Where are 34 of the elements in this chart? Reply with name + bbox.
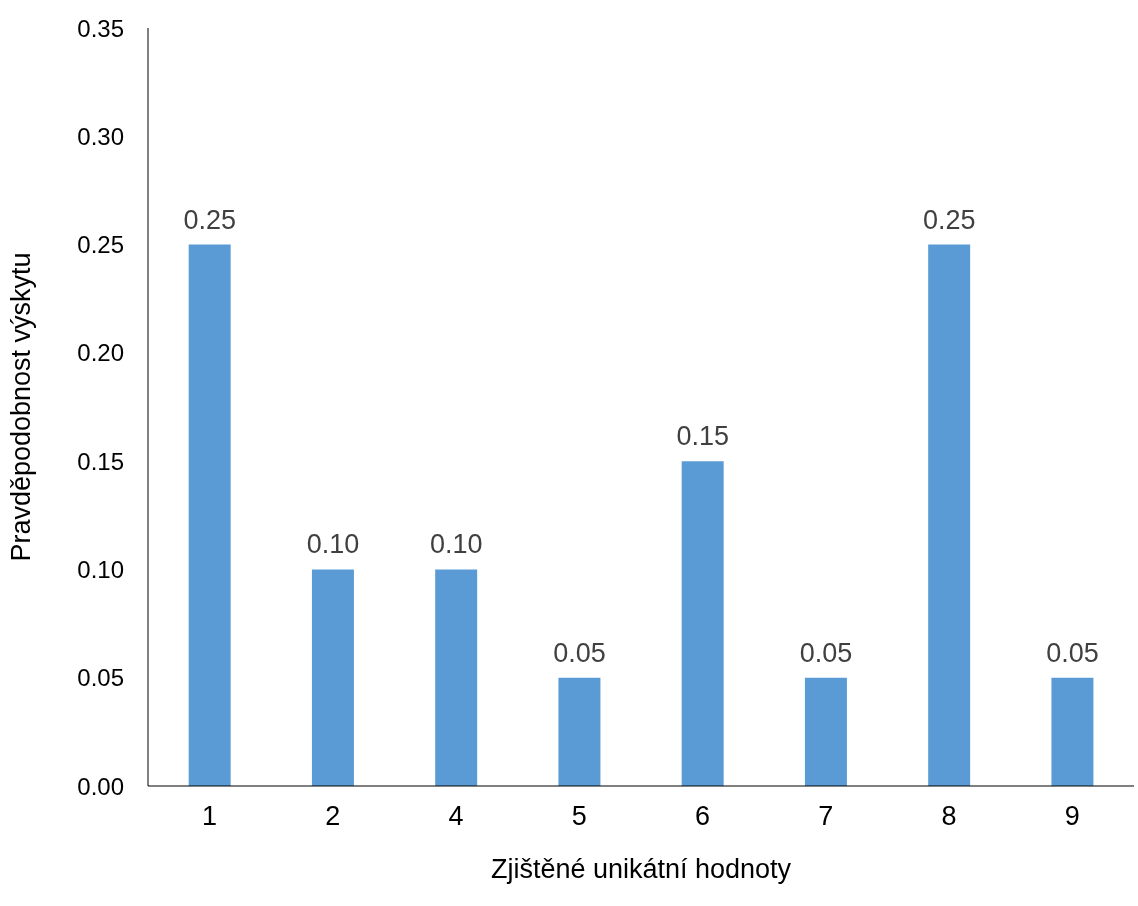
x-tick-label: 9 (1064, 801, 1080, 832)
data-label: 0.05 (1046, 637, 1099, 668)
y-tick-label: 0.35 (77, 14, 124, 42)
data-label: 0.25 (183, 204, 236, 235)
bar (188, 244, 231, 786)
y-tick-label: 0.20 (77, 339, 124, 367)
x-tick-label: 4 (448, 801, 464, 832)
bar (681, 461, 724, 786)
y-tick-label: 0.25 (77, 231, 124, 259)
data-label: 0.25 (922, 204, 976, 235)
x-tick-label: 6 (695, 801, 711, 832)
x-tick-label: 2 (325, 801, 341, 832)
bar (1051, 677, 1094, 786)
y-tick-label: 0.10 (77, 555, 124, 583)
y-axis-title: Pravděpodobnost výskytu (5, 252, 36, 562)
bar (928, 244, 971, 786)
data-label: 0.10 (429, 529, 483, 560)
y-tick-label: 0.00 (77, 772, 124, 800)
bar (804, 677, 847, 786)
x-tick-label: 7 (818, 801, 834, 832)
bar (435, 569, 478, 786)
bar (311, 569, 354, 786)
y-tick-label: 0.30 (77, 122, 124, 150)
bar (558, 677, 601, 786)
data-label: 0.05 (799, 637, 853, 668)
x-axis-title: Zjištěné unikátní hodnoty (490, 854, 792, 884)
data-label: 0.10 (306, 529, 360, 560)
data-label: 0.15 (676, 421, 729, 452)
x-tick-label: 1 (202, 801, 218, 832)
y-tick-label: 0.15 (77, 447, 124, 475)
data-label: 0.05 (553, 637, 606, 668)
x-tick-label: 8 (941, 801, 957, 832)
y-tick-label: 0.05 (77, 664, 124, 692)
x-tick-label: 5 (571, 801, 587, 832)
